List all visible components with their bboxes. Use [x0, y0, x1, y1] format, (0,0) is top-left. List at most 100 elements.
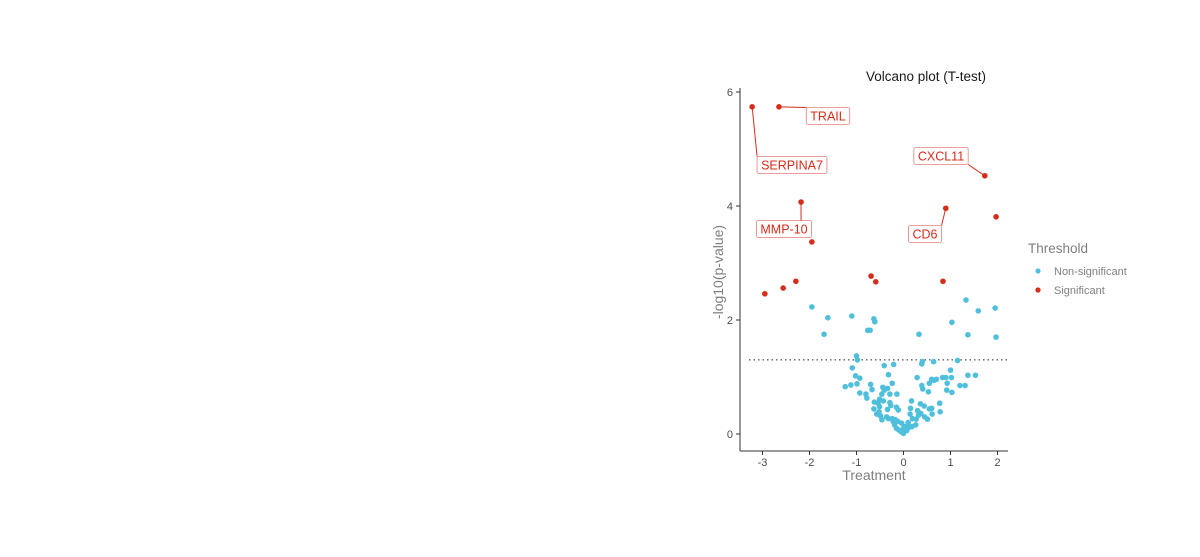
annotations: SERPINA7 TRAIL MMP-10 CXCL11 CD6 — [751, 106, 986, 243]
annotation-trail: TRAIL — [778, 106, 851, 125]
data-point — [929, 411, 935, 417]
data-point — [894, 391, 900, 397]
data-point — [925, 389, 932, 395]
data-point — [936, 400, 943, 407]
data-point — [867, 327, 873, 334]
data-point — [884, 406, 891, 413]
x-tick-label: -2 — [805, 457, 815, 469]
data-point — [809, 239, 815, 245]
axes: -3 -2 -1 0 1 2 0 2 4 6 — [727, 87, 1008, 469]
data-point — [881, 362, 888, 369]
data-point — [965, 372, 971, 379]
legend-key-non-significant — [1035, 268, 1041, 274]
data-point — [776, 104, 782, 110]
data-point — [842, 383, 849, 390]
annotation-box — [756, 156, 828, 174]
legend-label-non-significant: Non-significant — [1054, 266, 1127, 278]
data-point — [972, 372, 979, 379]
legend: Threshold Non-significant Significant — [1028, 241, 1127, 297]
data-point — [856, 390, 863, 396]
data-point — [963, 297, 969, 303]
data-point — [849, 365, 856, 371]
annotation-box — [755, 220, 813, 238]
data-point — [916, 331, 922, 338]
x-tick-label: 1 — [947, 457, 953, 469]
data-point — [928, 405, 935, 412]
y-tick-label: 6 — [727, 87, 733, 99]
data-point — [849, 313, 855, 319]
data-point — [879, 416, 885, 423]
data-point — [809, 304, 815, 310]
data-point — [762, 290, 768, 297]
data-point — [919, 361, 925, 367]
annotation-box — [805, 107, 851, 125]
annotation-label: CXCL11 — [918, 150, 964, 164]
data-point — [879, 391, 885, 397]
data-point — [848, 382, 854, 388]
data-point — [975, 308, 982, 314]
data-point — [943, 387, 950, 393]
data-point — [924, 416, 931, 422]
legend-title: Threshold — [1028, 241, 1088, 256]
y-tick-label: 4 — [727, 201, 733, 213]
x-tick-label: -3 — [758, 457, 768, 469]
annotation-mmp-10: MMP-10 — [755, 202, 813, 238]
annotation-label: TRAIL — [810, 110, 845, 124]
data-point — [885, 371, 892, 378]
data-point — [821, 331, 827, 338]
data-point — [900, 425, 907, 432]
data-point — [890, 418, 896, 425]
data-point — [875, 400, 881, 407]
data-point — [944, 380, 951, 387]
data-point — [854, 381, 860, 387]
data-point — [992, 305, 998, 311]
data-point — [780, 285, 786, 291]
annotation-cxcl11: CXCL11 — [913, 147, 986, 177]
annotation-connector — [967, 164, 986, 177]
data-point — [937, 408, 943, 415]
data-point — [949, 319, 955, 326]
data-point — [872, 279, 879, 285]
data-point — [915, 412, 922, 418]
data-point — [749, 104, 755, 110]
annotation-box — [913, 147, 969, 165]
x-tick-label: -1 — [852, 457, 862, 469]
data-point — [912, 422, 919, 428]
annotation-connector — [751, 106, 758, 157]
data-point — [887, 399, 893, 406]
annotation-label: CD6 — [912, 228, 937, 242]
data-point — [905, 419, 911, 426]
legend-key-significant — [1035, 287, 1041, 293]
data-point — [943, 374, 949, 381]
data-point — [907, 411, 913, 417]
data-point — [954, 357, 961, 364]
x-axis-title: Treatment — [842, 467, 905, 483]
data-point — [940, 278, 946, 285]
y-axis-title: -log10(p-value) — [710, 225, 726, 319]
annotation-serpina7: SERPINA7 — [751, 106, 828, 174]
data-point — [895, 407, 902, 413]
data-point — [867, 381, 874, 388]
data-point — [864, 395, 870, 401]
data-point — [890, 361, 897, 368]
data-point — [856, 375, 863, 381]
data-point — [908, 398, 915, 404]
data-point — [930, 358, 937, 365]
data-point — [825, 314, 831, 321]
data-point — [880, 398, 887, 404]
data-point — [919, 386, 926, 392]
data-point — [871, 406, 877, 412]
data-point — [887, 391, 893, 397]
legend-label-significant: Significant — [1054, 285, 1105, 297]
data-point — [947, 367, 954, 373]
data-point — [949, 389, 955, 396]
x-tick-label: 2 — [994, 457, 1000, 469]
data-point — [854, 357, 861, 363]
data-point — [962, 382, 968, 389]
points — [749, 104, 999, 437]
y-tick-label: 2 — [727, 315, 733, 327]
chart-title: Volcano plot (T-test) — [866, 69, 986, 84]
data-point — [872, 318, 878, 325]
annotation-box — [908, 225, 942, 243]
